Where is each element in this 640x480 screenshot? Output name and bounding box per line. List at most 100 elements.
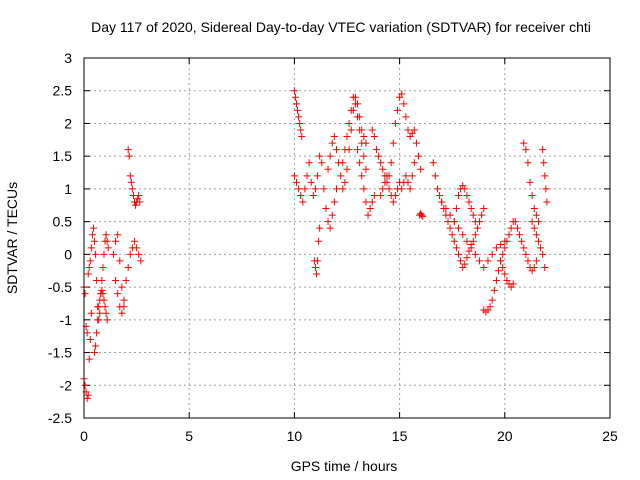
data-point (98, 277, 106, 285)
data-point (419, 212, 427, 220)
data-point (463, 191, 471, 199)
data-point (499, 250, 507, 258)
data-point (368, 126, 376, 134)
chart-title: Day 117 of 2020, Sidereal Day-to-day VTE… (91, 19, 591, 35)
series-arc-k (339, 93, 370, 173)
series-arc-l (354, 146, 378, 219)
data-point (528, 191, 536, 199)
data-point (104, 244, 112, 252)
data-point (516, 231, 524, 239)
x-tick-label: 0 (80, 428, 88, 444)
series-arc-f (124, 146, 144, 209)
data-point (471, 218, 479, 226)
y-tick-label: 0.5 (53, 214, 73, 230)
data-point (125, 152, 133, 160)
data-point (132, 201, 140, 209)
data-point (83, 329, 91, 337)
data-point (490, 286, 498, 294)
data-point (385, 185, 393, 193)
data-point (476, 257, 484, 265)
data-point (322, 205, 330, 213)
series-arc-h (290, 152, 340, 232)
data-point (433, 185, 441, 193)
data-point (85, 263, 93, 271)
data-point (99, 263, 107, 271)
data-point (311, 185, 319, 193)
data-point (417, 165, 425, 173)
data-point (290, 87, 298, 95)
x-tick-label: 15 (392, 428, 408, 444)
data-point (341, 178, 349, 186)
data-point (387, 159, 395, 167)
data-point (455, 250, 463, 258)
series-arc-u (511, 218, 540, 275)
data-point (480, 205, 488, 213)
data-point (366, 205, 374, 213)
data-point (377, 159, 385, 167)
data-point (524, 257, 532, 265)
y-tick-label: 1.5 (53, 148, 73, 164)
data-point (455, 191, 463, 199)
x-tick-label: 5 (185, 428, 193, 444)
data-point (431, 172, 439, 180)
data-point (537, 244, 545, 252)
data-point (116, 303, 124, 311)
x-tick-labels: 0 5 10 15 20 25 (80, 428, 618, 444)
data-point (478, 211, 486, 219)
data-point (360, 185, 368, 193)
series-arc-d (109, 231, 145, 311)
data-point (492, 277, 500, 285)
data-point (93, 329, 101, 337)
data-point (455, 224, 463, 232)
series-arc-e (112, 277, 128, 317)
data-point (520, 139, 528, 147)
series-arc-x (539, 146, 551, 206)
data-point (94, 316, 102, 324)
plot-frame (83, 57, 611, 419)
data-point (337, 172, 345, 180)
data-point (438, 198, 446, 206)
data-point (95, 303, 103, 311)
data-point (118, 309, 126, 317)
data-point (126, 250, 134, 258)
data-point (324, 165, 332, 173)
data-point (301, 185, 309, 193)
data-point (467, 244, 475, 252)
data-point (513, 224, 521, 232)
y-tick-label: 1 (64, 181, 72, 197)
data-point (124, 263, 132, 271)
data-point (452, 244, 460, 252)
data-point (518, 237, 526, 245)
data-point (526, 178, 534, 186)
data-point (345, 119, 353, 127)
data-point (484, 257, 492, 265)
y-tick-labels: -2.5 -2 -1.5 -1 -0.5 0 0.5 1 1.5 2 2.5 3 (48, 50, 72, 426)
data-point (295, 113, 303, 121)
data-point (540, 159, 548, 167)
data-point (505, 231, 513, 239)
data-point (488, 296, 496, 304)
data-point (393, 106, 401, 114)
data-point (128, 185, 136, 193)
data-point (316, 152, 324, 160)
series-arc-i (310, 224, 324, 278)
data-point (410, 159, 418, 167)
data-point (494, 267, 502, 275)
data-point (497, 257, 505, 265)
data-point (84, 270, 92, 278)
data-point (309, 191, 317, 199)
series-arc-r (450, 182, 479, 226)
y-tick-label: -2 (60, 377, 73, 393)
data-point (332, 185, 340, 193)
data-point (469, 211, 477, 219)
data-point (541, 172, 549, 180)
data-point (314, 257, 322, 265)
series-arc-p (429, 159, 488, 271)
data-point (471, 231, 479, 239)
data-point (532, 231, 540, 239)
data-point (497, 241, 505, 249)
data-point (326, 224, 334, 232)
data-point (389, 139, 397, 147)
data-point (404, 178, 412, 186)
